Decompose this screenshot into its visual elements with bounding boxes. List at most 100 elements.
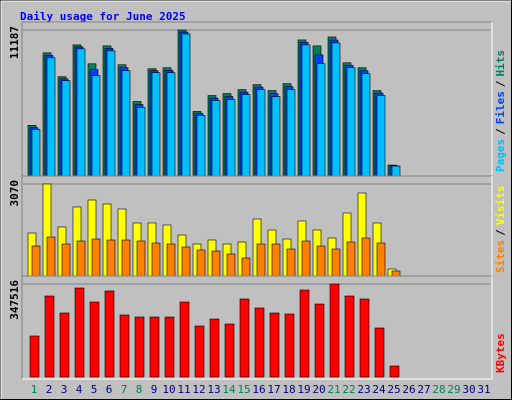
- x-tick-label: 5: [91, 383, 98, 396]
- bar: [226, 253, 236, 278]
- legend: Pages / Files / Hits: [494, 50, 507, 172]
- bar: [346, 241, 356, 278]
- bar: [344, 295, 355, 378]
- legend-entry: Pages: [494, 139, 507, 172]
- x-tick-label: 24: [372, 383, 386, 396]
- bar: [389, 365, 400, 378]
- legend-separator: /: [494, 80, 507, 87]
- bar: [149, 316, 160, 378]
- legend-entry: Hits: [494, 50, 507, 77]
- bar: [164, 316, 175, 378]
- bar: [376, 95, 386, 177]
- y-tick-label: 347516: [8, 280, 21, 320]
- x-tick-label: 30: [462, 383, 475, 396]
- bar: [61, 243, 71, 278]
- bar: [374, 327, 385, 378]
- bar: [329, 283, 340, 378]
- chart-title: Daily usage for June 2025: [20, 10, 186, 23]
- bar: [121, 70, 131, 177]
- bar: [91, 75, 101, 177]
- bar: [361, 237, 371, 278]
- bar: [181, 33, 191, 177]
- bar: [91, 238, 101, 278]
- legend-separator: /: [494, 128, 507, 135]
- x-tick-label: 7: [121, 383, 128, 396]
- bar: [31, 129, 41, 177]
- bar: [256, 243, 266, 278]
- bar: [104, 290, 115, 378]
- bar: [74, 287, 85, 378]
- y-tick-label: 11187: [8, 26, 21, 59]
- bar: [239, 298, 250, 378]
- x-tick-label: 9: [151, 383, 158, 396]
- bar: [119, 314, 130, 378]
- bar: [271, 243, 281, 278]
- bar: [314, 303, 325, 378]
- bar: [316, 245, 326, 278]
- bar: [179, 301, 190, 378]
- x-tick-label: 8: [136, 383, 143, 396]
- bar: [241, 94, 251, 177]
- x-tick-label: 26: [402, 383, 415, 396]
- bar: [181, 246, 191, 278]
- x-tick-label: 6: [106, 383, 113, 396]
- bar: [151, 72, 161, 177]
- legend-separator: /: [494, 229, 507, 236]
- y-tick-label: 3070: [8, 180, 21, 207]
- bar: [224, 323, 235, 378]
- x-tick-label: 12: [192, 383, 205, 396]
- x-tick-label: 20: [312, 383, 325, 396]
- x-tick-label: 28: [432, 383, 445, 396]
- bar: [286, 89, 296, 177]
- bar: [31, 245, 41, 278]
- bar: [29, 335, 40, 378]
- x-tick-label: 17: [267, 383, 280, 396]
- legend-entry: Sites: [494, 240, 507, 273]
- bar: [136, 107, 146, 177]
- bar: [331, 42, 341, 177]
- x-tick-label: 3: [61, 383, 68, 396]
- legend: Sites / Visits: [494, 186, 507, 274]
- bar: [391, 165, 401, 177]
- bar: [241, 257, 251, 278]
- x-tick-label: 16: [252, 383, 265, 396]
- bar: [254, 307, 265, 378]
- legend-entry: Files: [494, 91, 507, 124]
- bar: [271, 96, 281, 177]
- bar: [106, 50, 116, 177]
- bar: [301, 240, 311, 278]
- legend: KBytes: [494, 333, 507, 373]
- bar: [331, 248, 341, 278]
- x-tick-label: 1: [31, 383, 38, 396]
- bar: [76, 48, 86, 177]
- x-tick-label: 27: [417, 383, 430, 396]
- bar: [44, 295, 55, 378]
- bar: [196, 249, 206, 278]
- bar: [106, 239, 116, 278]
- bar: [151, 242, 161, 278]
- x-tick-label: 11: [177, 383, 190, 396]
- bar: [76, 240, 86, 278]
- bar: [194, 325, 205, 378]
- bar: [46, 236, 56, 278]
- bar: [226, 99, 236, 177]
- bar: [346, 67, 356, 177]
- bar: [121, 239, 131, 278]
- x-tick-label: 15: [237, 383, 250, 396]
- bar: [269, 312, 280, 378]
- x-tick-label: 14: [222, 383, 236, 396]
- x-tick-label: 18: [282, 383, 295, 396]
- x-tick-label: 31: [477, 383, 490, 396]
- x-tick-label: 13: [207, 383, 220, 396]
- bar: [359, 298, 370, 378]
- x-tick-label: 29: [447, 383, 460, 396]
- bar: [316, 63, 326, 177]
- legend-entry: KBytes: [494, 333, 507, 373]
- bar: [209, 318, 220, 378]
- bar: [361, 73, 371, 177]
- bar: [134, 316, 145, 378]
- panel-bevel: [22, 276, 493, 380]
- bar: [89, 301, 100, 378]
- bar: [286, 248, 296, 278]
